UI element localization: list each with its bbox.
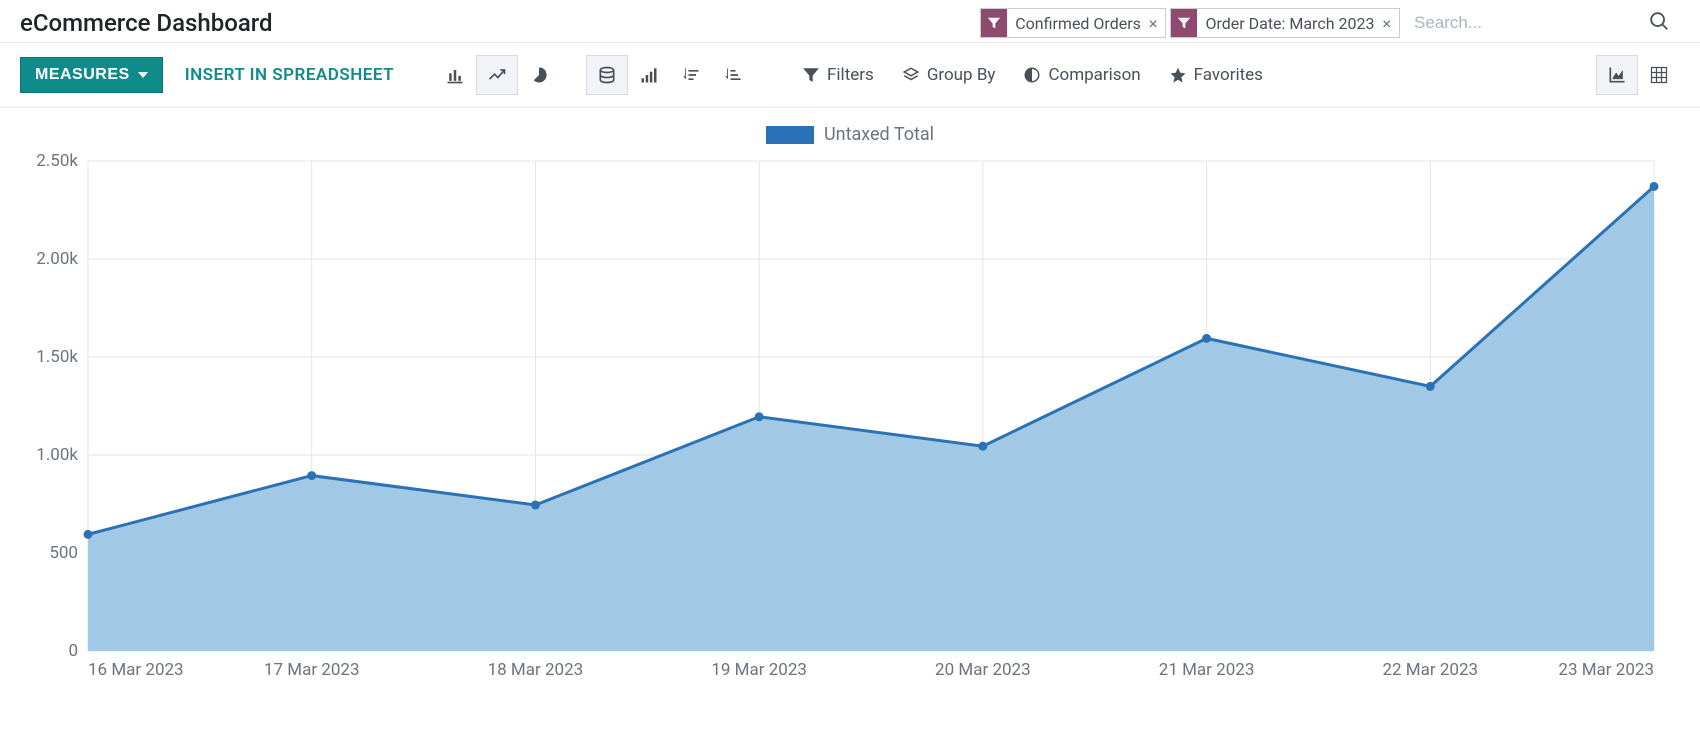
- funnel-icon: [981, 9, 1007, 37]
- line-chart-icon[interactable]: [476, 55, 518, 95]
- svg-text:2.00k: 2.00k: [36, 249, 78, 269]
- filter-actions: Filters Group By Comparison Favorites: [802, 65, 1263, 85]
- chip-remove-icon[interactable]: ×: [1149, 14, 1166, 33]
- search-icon[interactable]: [1638, 10, 1680, 36]
- star-icon: [1169, 66, 1187, 84]
- svg-text:500: 500: [49, 543, 78, 563]
- area-chart: 0 500 1.00k 1.50k 2.00k 2.50k 16 Mar 2023 17 Ma…: [20, 149, 1680, 689]
- page-title: eCommerce Dashboard: [20, 9, 273, 37]
- funnel-icon: [802, 66, 820, 84]
- filters-button[interactable]: Filters: [802, 65, 874, 85]
- group-by-button[interactable]: Group By: [902, 65, 996, 85]
- svg-text:16 Mar 2023: 16 Mar 2023: [88, 660, 184, 680]
- chart-area: Untaxed Total 0 500 1.00k 1.50k 2.00k 2.50k 16…: [0, 108, 1700, 689]
- graph-view-icon[interactable]: [1596, 55, 1638, 95]
- header-bar: eCommerce Dashboard Confirmed Orders × O…: [0, 0, 1700, 43]
- chip-label: Order Date: March 2023: [1197, 14, 1382, 33]
- caret-down-icon: [138, 72, 148, 78]
- filter-chip-confirmed-orders[interactable]: Confirmed Orders ×: [980, 8, 1166, 38]
- pie-chart-icon[interactable]: [518, 55, 560, 95]
- chart-type-group: [434, 55, 560, 95]
- search-box: [1408, 9, 1638, 37]
- chip-remove-icon[interactable]: ×: [1382, 14, 1399, 33]
- svg-text:0: 0: [68, 641, 78, 661]
- pivot-view-icon[interactable]: [1638, 55, 1680, 95]
- filter-chip-order-date[interactable]: Order Date: March 2023 ×: [1170, 8, 1400, 38]
- group-by-label: Group By: [927, 65, 996, 85]
- toolbar: MEASURES INSERT IN SPREADSHEET Filt: [0, 43, 1700, 108]
- comparison-button[interactable]: Comparison: [1023, 65, 1140, 85]
- svg-text:23 Mar 2023: 23 Mar 2023: [1558, 660, 1654, 680]
- svg-text:1.00k: 1.00k: [36, 445, 78, 465]
- stacked-icon[interactable]: [586, 55, 628, 95]
- svg-text:18 Mar 2023: 18 Mar 2023: [488, 660, 584, 680]
- svg-text:2.50k: 2.50k: [36, 151, 78, 171]
- svg-text:19 Mar 2023: 19 Mar 2023: [711, 660, 807, 680]
- svg-text:20 Mar 2023: 20 Mar 2023: [935, 660, 1031, 680]
- sort-desc-icon[interactable]: [670, 55, 712, 95]
- sort-asc-icon[interactable]: [712, 55, 754, 95]
- svg-text:22 Mar 2023: 22 Mar 2023: [1382, 660, 1478, 680]
- legend-label: Untaxed Total: [824, 124, 934, 145]
- view-switcher: [1596, 55, 1680, 95]
- funnel-icon: [1171, 9, 1197, 37]
- measures-label: MEASURES: [35, 66, 130, 84]
- measures-button[interactable]: MEASURES: [20, 57, 163, 93]
- favorites-label: Favorites: [1194, 65, 1263, 85]
- chart-mode-group: [586, 55, 754, 95]
- contrast-icon: [1023, 66, 1041, 84]
- filter-chips: Confirmed Orders × Order Date: March 202…: [980, 8, 1638, 38]
- bar-chart-icon[interactable]: [434, 55, 476, 95]
- svg-text:21 Mar 2023: 21 Mar 2023: [1159, 660, 1255, 680]
- comparison-label: Comparison: [1048, 65, 1140, 85]
- ascending-bars-icon[interactable]: [628, 55, 670, 95]
- insert-in-spreadsheet-button[interactable]: INSERT IN SPREADSHEET: [171, 57, 408, 93]
- search-input[interactable]: [1408, 9, 1638, 37]
- svg-text:17 Mar 2023: 17 Mar 2023: [264, 660, 360, 680]
- layers-icon: [902, 66, 920, 84]
- favorites-button[interactable]: Favorites: [1169, 65, 1263, 85]
- chart-legend: Untaxed Total: [20, 118, 1680, 149]
- svg-text:1.50k: 1.50k: [36, 347, 78, 367]
- filters-label: Filters: [827, 65, 874, 85]
- legend-swatch: [766, 126, 814, 144]
- chip-label: Confirmed Orders: [1007, 14, 1149, 33]
